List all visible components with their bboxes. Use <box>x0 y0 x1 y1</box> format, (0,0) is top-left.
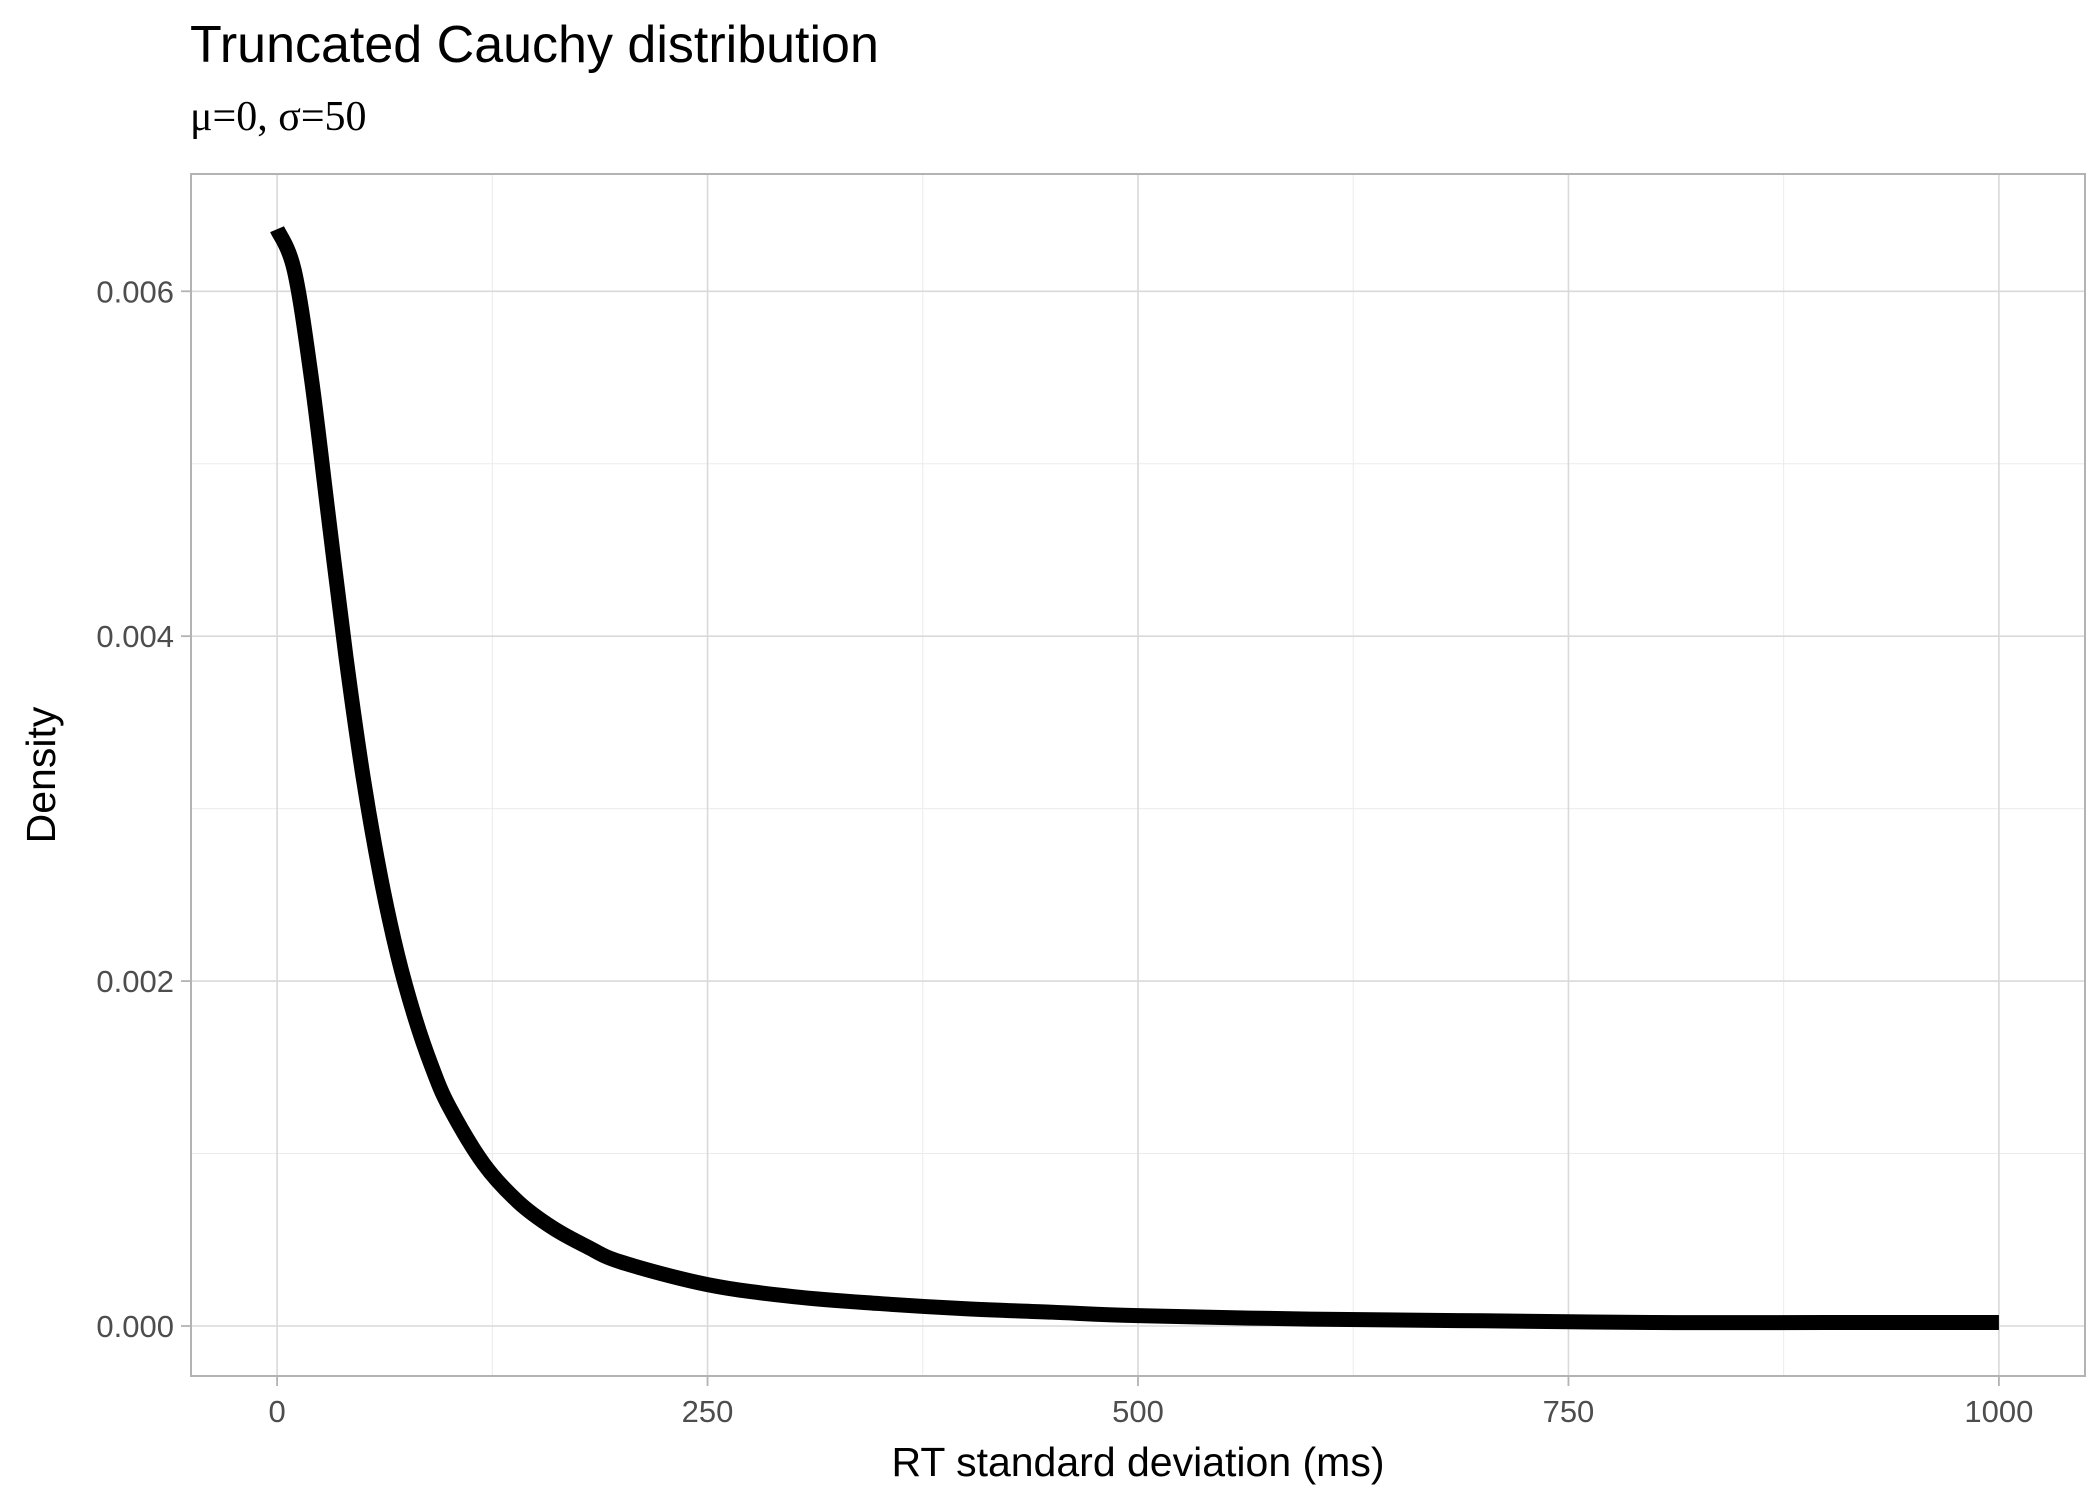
x-tick-label: 1000 <box>1964 1394 2033 1429</box>
y-axis: 0.000 0.002 0.004 0.006 <box>96 274 191 1344</box>
y-tick-label: 0.000 <box>96 1309 174 1344</box>
y-tick-label: 0.006 <box>96 274 174 309</box>
chart-title: Truncated Cauchy distribution <box>190 16 879 74</box>
x-tick-label: 500 <box>1112 1394 1164 1429</box>
grid <box>191 174 2085 1376</box>
x-tick-label: 0 <box>268 1394 285 1429</box>
y-tick-label: 0.004 <box>96 619 174 654</box>
density-line <box>270 225 1999 1331</box>
y-axis-title: Density <box>18 706 64 843</box>
x-tick-label: 250 <box>682 1394 734 1429</box>
x-axis: 0 250 500 750 1000 <box>268 1376 2033 1429</box>
chart-subtitle: μ=0, σ=50 <box>190 94 367 140</box>
x-tick-label: 750 <box>1543 1394 1595 1429</box>
x-axis-title: RT standard deviation (ms) <box>892 1439 1385 1485</box>
plot-area <box>270 225 1999 1331</box>
y-tick-label: 0.002 <box>96 964 174 999</box>
